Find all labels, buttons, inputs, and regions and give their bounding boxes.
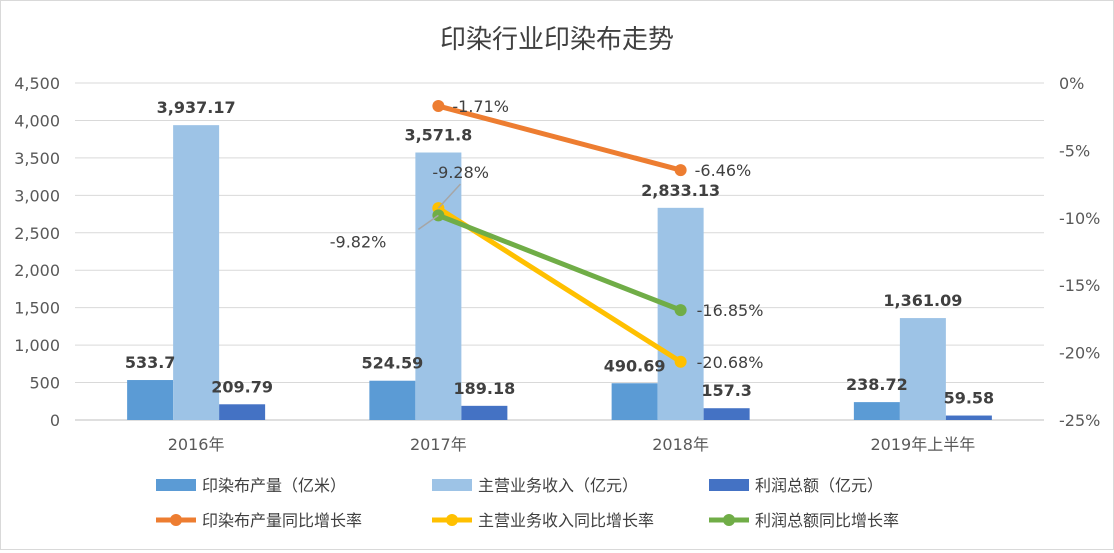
bar <box>853 402 900 420</box>
y-tick-label: 500 <box>29 374 60 393</box>
line-data-label: -20.68% <box>697 353 764 372</box>
bar-data-label: 490.69 <box>604 356 666 375</box>
bar-data-label: 157.3 <box>701 381 752 400</box>
gridlines <box>75 82 1044 421</box>
y-axis-right: 0% -5% -10% -15% -20% -25% <box>1059 74 1100 430</box>
bar <box>899 318 946 420</box>
y-tick-label: 1,000 <box>14 336 60 355</box>
line-point <box>674 355 687 368</box>
legend-swatch <box>709 479 749 491</box>
leader-line <box>437 183 461 209</box>
x-tick-label: 2016年 <box>168 435 225 454</box>
bar-data-label: 3,937.17 <box>157 98 236 117</box>
line-data-label: -1.71% <box>452 97 509 116</box>
bars <box>127 125 992 420</box>
bar-data-label: 524.59 <box>362 354 424 373</box>
bar-data-label: 1,361.09 <box>883 291 962 310</box>
bar-data-label: 533.7 <box>125 353 176 372</box>
legend-marker <box>170 514 182 526</box>
y-tick-label: 1,500 <box>14 299 60 318</box>
legend-label: 主营业务收入（亿元） <box>478 476 638 495</box>
bar-data-label: 238.72 <box>846 375 908 394</box>
y2-tick-label: -25% <box>1059 411 1100 430</box>
line-data-label: -9.82% <box>330 232 387 251</box>
bar-data-label: 2,833.13 <box>641 181 720 200</box>
x-axis: 2016年 2017年 2018年 2019年上半年 <box>168 435 975 454</box>
bar <box>369 380 416 420</box>
y2-tick-label: -15% <box>1059 276 1100 295</box>
line-data-label: -6.46% <box>695 161 752 180</box>
series-line <box>435 103 684 173</box>
y2-tick-label: -20% <box>1059 344 1100 363</box>
y-tick-label: 4,500 <box>14 74 60 93</box>
series-line <box>435 212 684 313</box>
leader-line <box>417 214 439 230</box>
bar <box>415 152 462 420</box>
legend-label: 印染布产量同比增长率 <box>202 511 362 530</box>
legend-swatch <box>432 479 472 491</box>
bar <box>127 380 174 420</box>
y-tick-label: 0 <box>50 411 60 430</box>
line-data-label: -16.85% <box>697 301 764 320</box>
line-point <box>674 304 687 317</box>
bar-data-label: 59.58 <box>944 389 995 408</box>
x-tick-label: 2018年 <box>652 435 709 454</box>
legend-marker <box>723 514 735 526</box>
legend-label: 利润总额同比增长率 <box>755 511 899 530</box>
bar <box>945 415 992 420</box>
bar <box>461 405 508 420</box>
y-tick-label: 2,000 <box>14 261 60 280</box>
legend-swatch <box>156 479 196 491</box>
bar <box>703 408 750 420</box>
y2-tick-label: -5% <box>1059 141 1090 160</box>
y-tick-label: 3,500 <box>14 149 60 168</box>
bar-data-label: 189.18 <box>454 379 516 398</box>
legend-label: 利润总额（亿元） <box>755 476 883 495</box>
legend-marker <box>446 514 458 526</box>
chart-title: 印染行业印染布走势 <box>440 25 674 55</box>
x-tick-label: 2019年上半年 <box>871 435 976 454</box>
legend-label: 印染布产量（亿米） <box>202 476 346 495</box>
bar <box>611 383 658 420</box>
legend: 印染布产量（亿米） 主营业务收入（亿元） 利润总额（亿元） 印染布产量同比增长率 主营业… <box>156 476 899 530</box>
bar <box>219 404 266 420</box>
line-data-label: -9.28% <box>432 163 489 182</box>
y2-tick-label: 0% <box>1059 74 1084 93</box>
y-tick-label: 4,000 <box>14 111 60 130</box>
y-tick-label: 2,500 <box>14 224 60 243</box>
y-axis-left: 0 500 1,000 1,500 2,000 2,500 3,000 3,500 4,000 4… <box>14 74 60 430</box>
line-point <box>432 100 445 113</box>
lines: -1.71% -6.46% -9.28% -20.68% -9.82% -16.85% <box>330 97 764 372</box>
bar-data-labels: 533.7 524.59 490.69 238.72 3,937.17 3,571.8 2,… <box>125 98 994 407</box>
bar-data-label: 209.79 <box>211 377 273 396</box>
y2-tick-label: -10% <box>1059 209 1100 228</box>
x-tick-label: 2017年 <box>410 435 467 454</box>
legend-label: 主营业务收入同比增长率 <box>478 511 654 530</box>
bar-data-label: 3,571.8 <box>404 126 472 145</box>
bar <box>173 125 220 420</box>
line-point <box>674 164 687 177</box>
y-tick-label: 3,000 <box>14 186 60 205</box>
